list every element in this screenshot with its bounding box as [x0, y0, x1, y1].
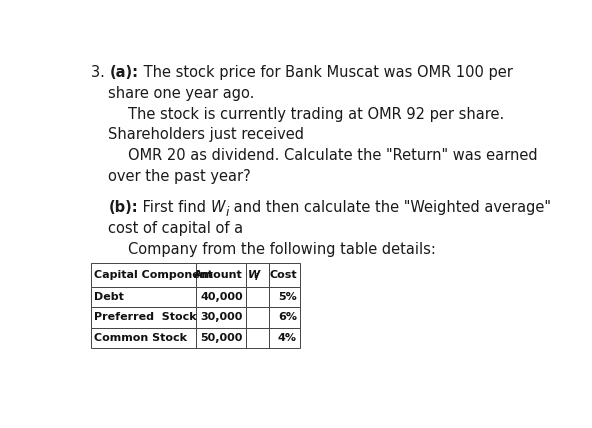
Text: First find: First find — [138, 200, 211, 215]
Text: share one year ago.: share one year ago. — [108, 86, 255, 101]
Bar — [246, 263, 269, 287]
Text: The stock price for Bank Muscat was OMR 100 per: The stock price for Bank Muscat was OMR … — [139, 65, 513, 80]
Text: Debt: Debt — [94, 292, 124, 302]
Text: W: W — [211, 200, 225, 215]
Bar — [196, 327, 246, 348]
Bar — [269, 287, 300, 307]
Text: cost of capital of a: cost of capital of a — [108, 221, 243, 236]
Text: Capital Component: Capital Component — [94, 270, 213, 280]
Text: (b):: (b): — [108, 200, 138, 215]
Bar — [91, 263, 196, 287]
Text: Common Stock: Common Stock — [94, 333, 187, 343]
Text: 30,000: 30,000 — [201, 312, 243, 322]
Text: over the past year?: over the past year? — [108, 169, 251, 184]
Text: Cost: Cost — [269, 270, 297, 280]
Text: and then calculate the "Weighted average": and then calculate the "Weighted average… — [229, 200, 551, 215]
Text: Company from the following table details:: Company from the following table details… — [128, 242, 436, 257]
Bar — [91, 307, 196, 327]
Text: 3.: 3. — [91, 65, 110, 80]
Text: 5%: 5% — [278, 292, 297, 302]
Bar — [246, 287, 269, 307]
Text: The stock is currently trading at OMR 92 per share.: The stock is currently trading at OMR 92… — [128, 107, 504, 122]
Text: i: i — [225, 206, 229, 219]
Bar — [269, 327, 300, 348]
Text: 50,000: 50,000 — [201, 333, 243, 343]
Text: Amount: Amount — [194, 270, 243, 280]
Text: Preferred  Stock: Preferred Stock — [94, 312, 197, 322]
Text: Shareholders just received: Shareholders just received — [108, 128, 304, 143]
Text: 40,000: 40,000 — [200, 292, 243, 302]
Bar — [246, 327, 269, 348]
Text: (a):: (a): — [110, 65, 139, 80]
Bar — [269, 263, 300, 287]
Bar — [246, 307, 269, 327]
Text: 4%: 4% — [278, 333, 297, 343]
Bar — [196, 287, 246, 307]
Bar — [91, 287, 196, 307]
Bar — [196, 307, 246, 327]
Bar — [269, 307, 300, 327]
Text: OMR 20 as dividend. Calculate the "Return" was earned: OMR 20 as dividend. Calculate the "Retur… — [128, 148, 538, 163]
Text: 6%: 6% — [278, 312, 297, 322]
Text: i: i — [255, 273, 258, 282]
Text: W: W — [247, 270, 260, 280]
Bar — [196, 263, 246, 287]
Bar — [91, 327, 196, 348]
